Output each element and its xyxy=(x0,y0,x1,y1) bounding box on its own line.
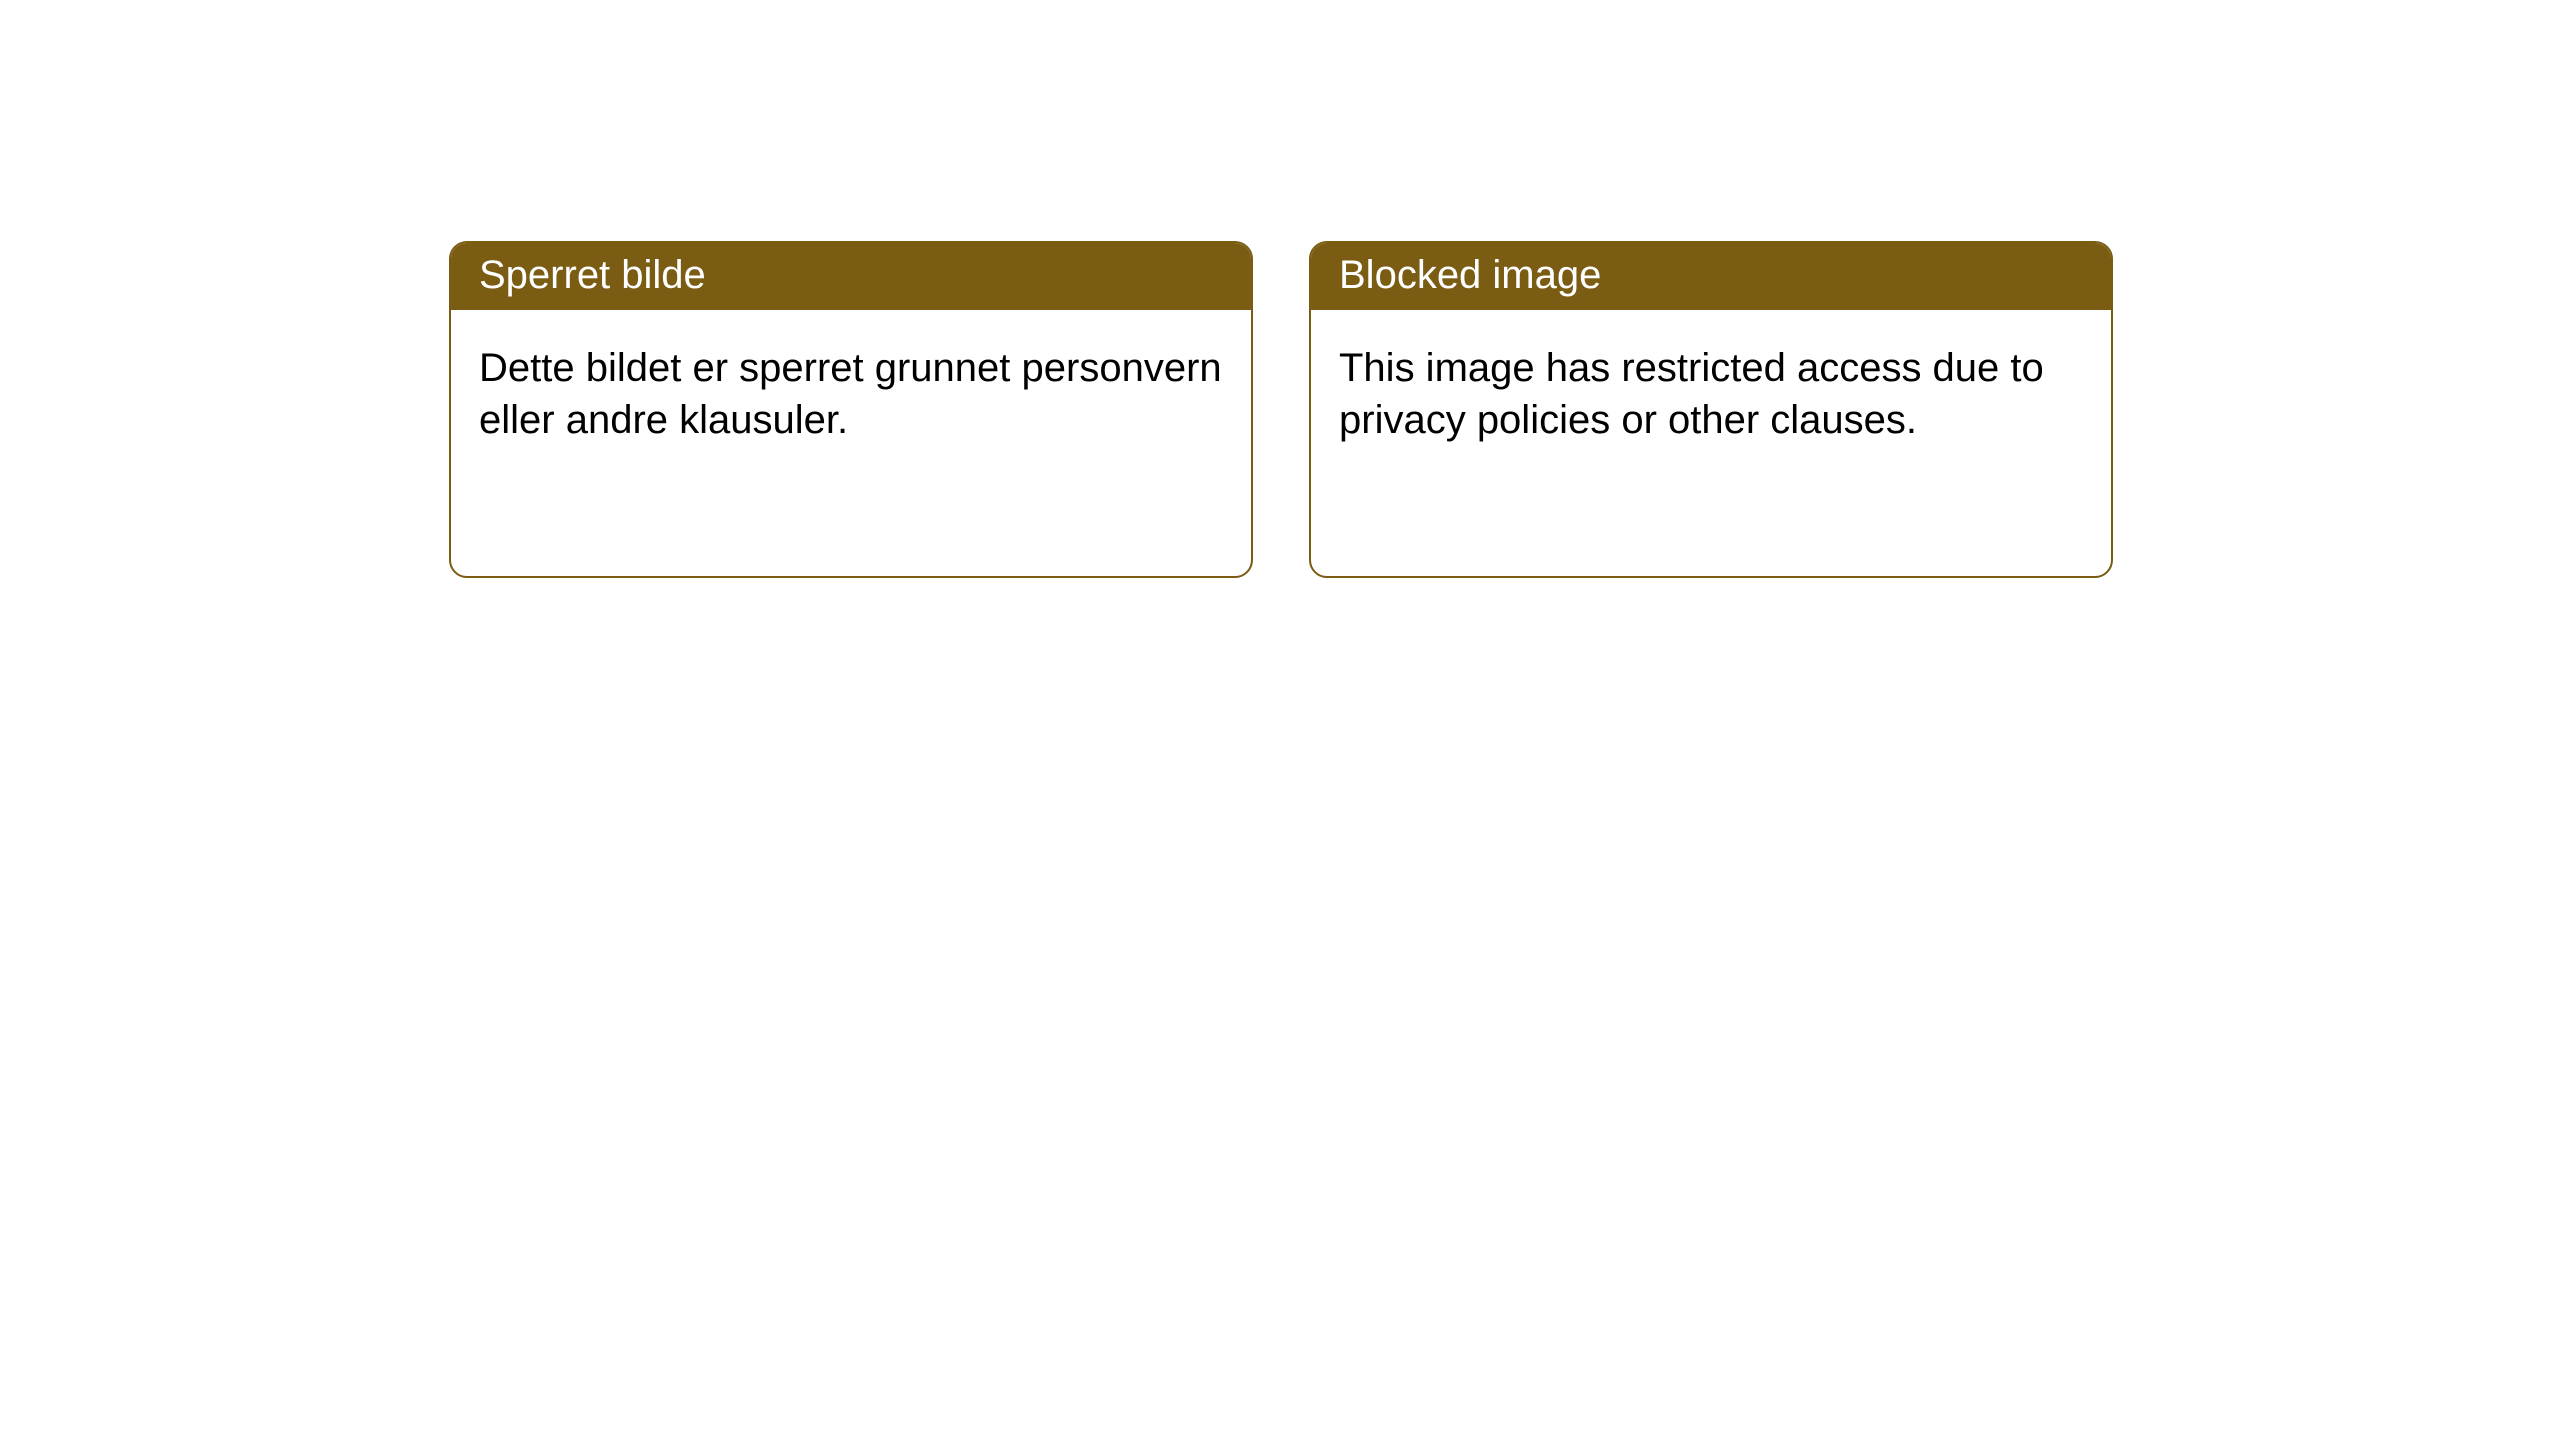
notice-body-text: Dette bildet er sperret grunnet personve… xyxy=(479,346,1222,442)
notice-body-text: This image has restricted access due to … xyxy=(1339,346,2044,442)
notice-header: Sperret bilde xyxy=(451,243,1251,310)
notice-title: Sperret bilde xyxy=(479,253,706,297)
notice-header: Blocked image xyxy=(1311,243,2111,310)
notice-body: Dette bildet er sperret grunnet personve… xyxy=(451,310,1251,479)
notice-body: This image has restricted access due to … xyxy=(1311,310,2111,479)
notice-card-english: Blocked image This image has restricted … xyxy=(1309,241,2113,578)
notice-card-norwegian: Sperret bilde Dette bildet er sperret gr… xyxy=(449,241,1253,578)
notice-title: Blocked image xyxy=(1339,253,1601,297)
notice-container: Sperret bilde Dette bildet er sperret gr… xyxy=(0,0,2560,578)
